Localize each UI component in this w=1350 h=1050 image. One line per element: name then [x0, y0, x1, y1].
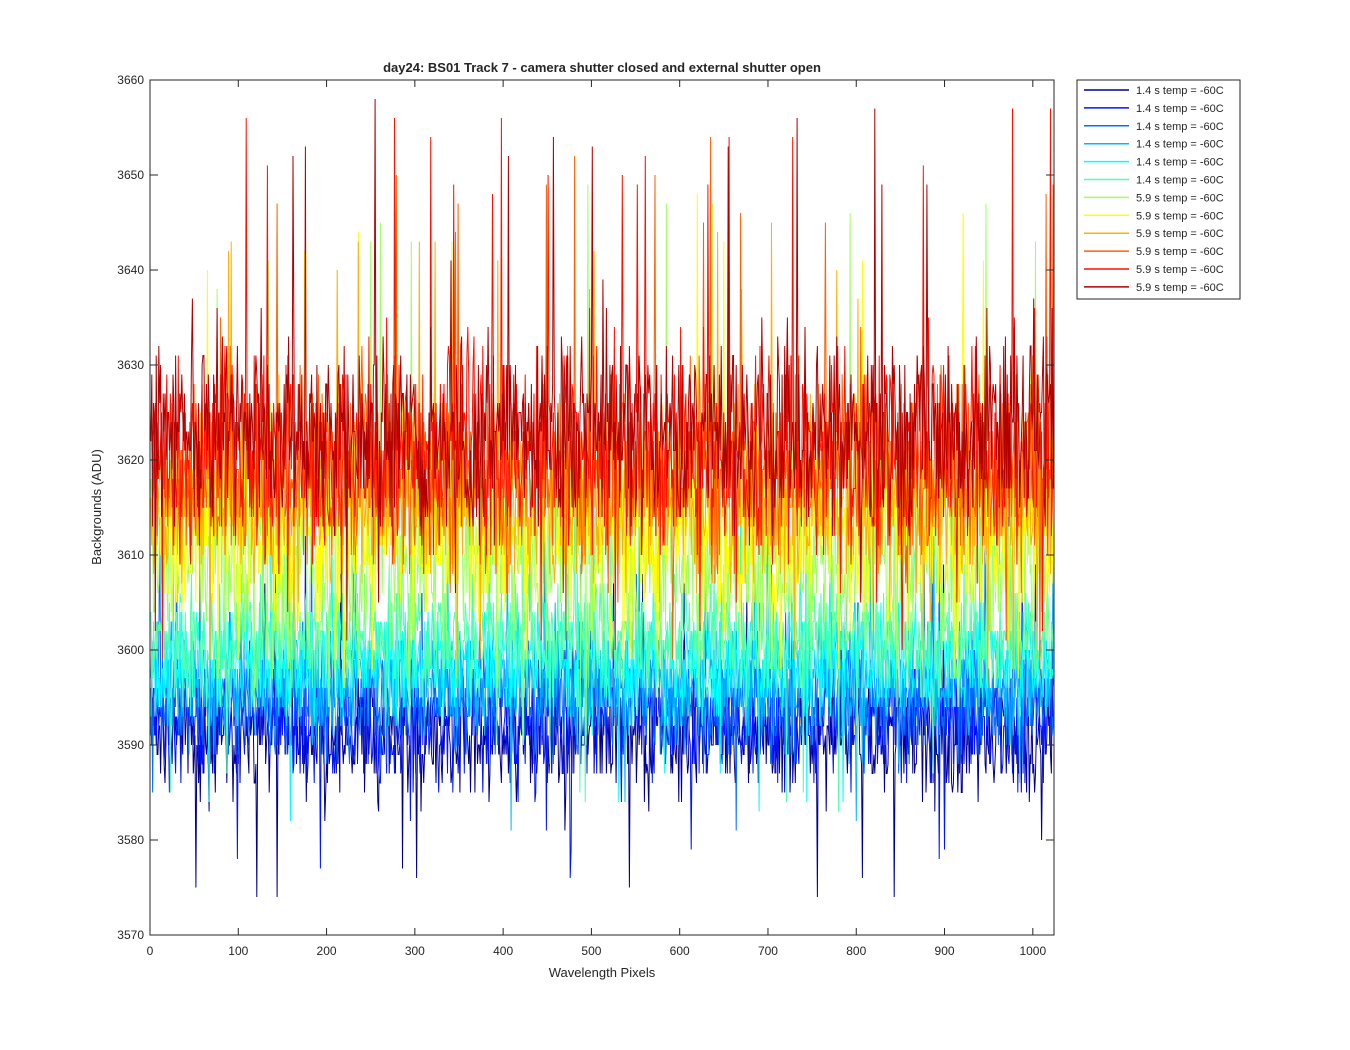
legend-label: 1.4 s temp = -60C	[1136, 139, 1224, 151]
series-layer	[150, 98, 1055, 898]
axes-box	[149, 79, 1055, 936]
legend-label: 1.4 s temp = -60C	[1136, 103, 1224, 115]
x-tick-label: 400	[493, 944, 513, 958]
x-tick-label: 1000	[1019, 944, 1046, 958]
legend-item[interactable]: 5.9 s temp = -60C	[1084, 246, 1224, 258]
x-tick-label: 500	[581, 944, 601, 958]
x-tick-label: 900	[935, 944, 955, 958]
y-tick-label: 3610	[117, 548, 144, 562]
y-tick-label: 3590	[117, 738, 144, 752]
legend-label: 1.4 s temp = -60C	[1136, 85, 1224, 97]
legend-label: 1.4 s temp = -60C	[1136, 157, 1224, 169]
legend-item[interactable]: 1.4 s temp = -60C	[1084, 121, 1224, 133]
y-tick-label: 3630	[117, 358, 144, 372]
y-tick-label: 3620	[117, 453, 144, 467]
x-axis: 0 100 200 300 400 500 600 700 800 900 1000	[147, 80, 1046, 958]
legend-item[interactable]: 5.9 s temp = -60C	[1084, 228, 1224, 240]
y-tick-label: 3660	[117, 73, 144, 87]
legend-label: 5.9 s temp = -60C	[1136, 228, 1224, 240]
x-tick-label: 300	[405, 944, 425, 958]
legend[interactable]: 1.4 s temp = -60C 1.4 s temp = -60C 1.4 s …	[1076, 79, 1241, 300]
legend-item[interactable]: 5.9 s temp = -60C	[1084, 282, 1224, 294]
legend-label: 5.9 s temp = -60C	[1136, 282, 1224, 294]
series-line-12	[150, 98, 1055, 641]
legend-item[interactable]: 5.9 s temp = -60C	[1084, 192, 1224, 204]
legend-item[interactable]: 5.9 s temp = -60C	[1084, 264, 1224, 276]
chart-title: day24: BS01 Track 7 - camera shutter clo…	[383, 60, 821, 75]
y-tick-label: 3650	[117, 168, 144, 182]
x-tick-label: 0	[147, 944, 154, 958]
y-axis-label: Backgrounds (ADU)	[89, 449, 104, 565]
legend-label: 5.9 s temp = -60C	[1136, 246, 1224, 258]
y-tick-label: 3640	[117, 263, 144, 277]
legend-label: 5.9 s temp = -60C	[1136, 192, 1224, 204]
series-line-6	[150, 488, 1055, 812]
y-tick-label: 3600	[117, 643, 144, 657]
legend-label: 5.9 s temp = -60C	[1136, 210, 1224, 222]
legend-label: 5.9 s temp = -60C	[1136, 264, 1224, 276]
y-tick-label: 3580	[117, 833, 144, 847]
x-tick-label: 800	[846, 944, 866, 958]
y-axis: 3570 3580 3590 3600 3610 3620 3630 3640 3650 3660	[117, 73, 1054, 942]
legend-box	[1076, 79, 1241, 300]
x-tick-label: 100	[228, 944, 248, 958]
legend-item[interactable]: 1.4 s temp = -60C	[1084, 157, 1224, 169]
legend-item[interactable]: 1.4 s temp = -60C	[1084, 103, 1224, 115]
x-axis-label: Wavelength Pixels	[549, 965, 656, 980]
legend-item[interactable]: 5.9 s temp = -60C	[1084, 210, 1224, 222]
legend-item[interactable]: 1.4 s temp = -60C	[1084, 175, 1224, 187]
legend-item[interactable]: 1.4 s temp = -60C	[1084, 85, 1224, 97]
x-tick-label: 200	[317, 944, 337, 958]
x-tick-label: 600	[670, 944, 690, 958]
legend-item[interactable]: 1.4 s temp = -60C	[1084, 139, 1224, 151]
y-tick-label: 3570	[117, 928, 144, 942]
legend-label: 1.4 s temp = -60C	[1136, 121, 1224, 133]
x-tick-label: 700	[758, 944, 778, 958]
legend-label: 1.4 s temp = -60C	[1136, 175, 1224, 187]
